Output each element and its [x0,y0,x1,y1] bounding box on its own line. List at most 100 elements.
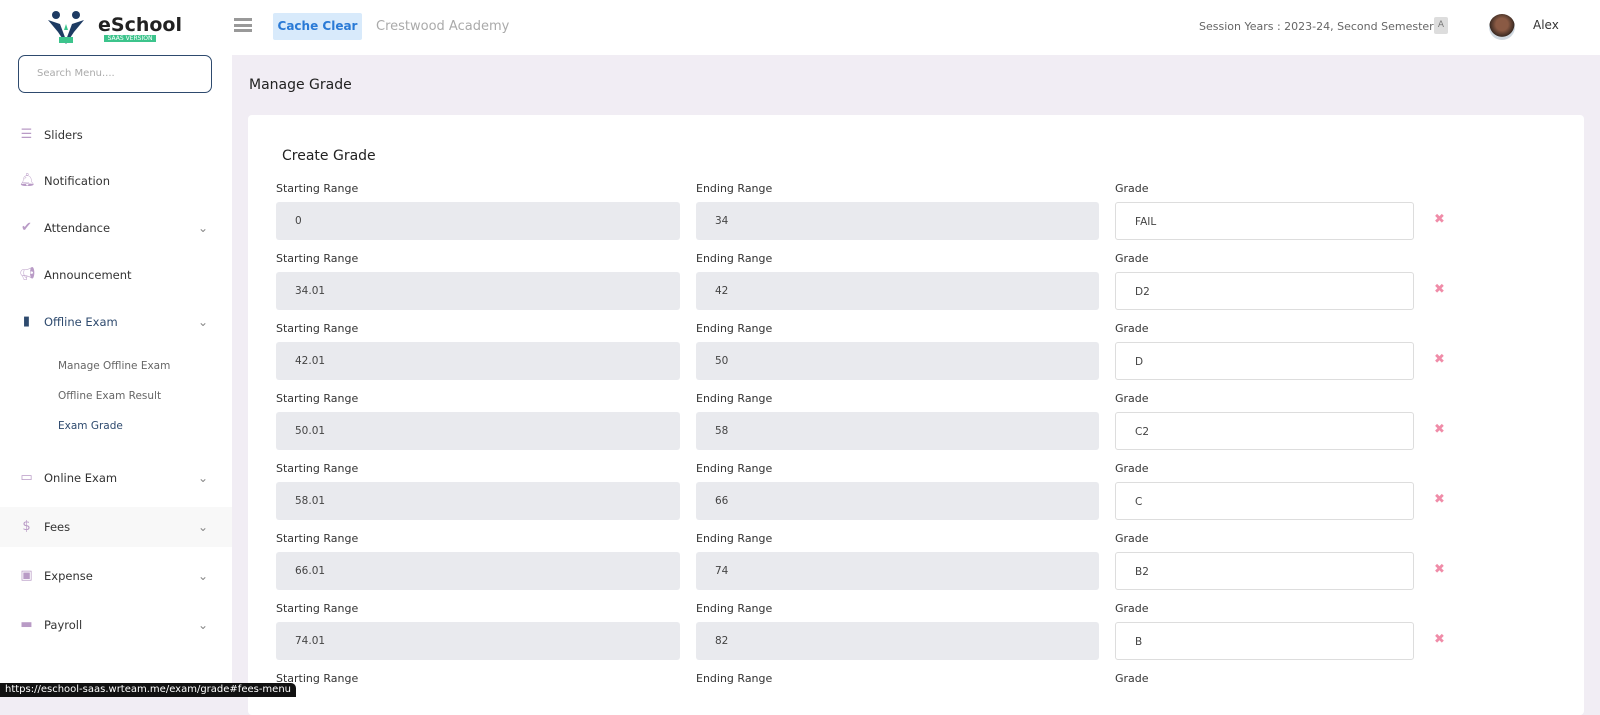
ending-range-input[interactable]: 34 [696,202,1099,240]
grade-label: Grade [1115,532,1149,545]
grade-label: Grade [1115,182,1149,195]
delete-row-icon[interactable]: ✖ [1434,492,1445,507]
sidebar-subitem-manage-offline-exam[interactable]: Manage Offline Exam [58,360,171,372]
starting-range-input[interactable]: 66.01 [276,552,680,590]
card-title: Create Grade [282,148,376,164]
starting-range-input[interactable]: 58.01 [276,482,680,520]
card-icon: ▬ [20,617,33,632]
ending-range-input[interactable]: 50 [696,342,1099,380]
sidebar-subitem-exam-grade[interactable]: Exam Grade [58,420,123,432]
grade-input[interactable]: B2 [1115,552,1414,590]
starting-range-label: Starting Range [276,672,359,685]
sidebar-item-label: Online Exam [44,471,118,485]
chevron-down-icon: ⌄ [198,618,209,632]
brand-tag: SAAS VERSION [104,34,156,42]
delete-row-icon[interactable]: ✖ [1434,422,1445,437]
sidebar-item-expense[interactable]: ▣ Expense ⌄ [0,556,232,596]
ending-range-input[interactable]: 66 [696,482,1099,520]
ending-range-label: Ending Range [696,462,773,475]
sidebar-item-payroll[interactable]: ▬ Payroll ⌄ [0,605,232,645]
grade-input[interactable]: B [1115,622,1414,660]
starting-range-label: Starting Range [276,602,359,615]
ending-range-label: Ending Range [696,252,773,265]
cache-clear-button[interactable]: Cache Clear [273,13,362,40]
delete-row-icon[interactable]: ✖ [1434,212,1445,227]
language-icon[interactable]: A [1434,17,1448,34]
grade-label: Grade [1115,672,1149,685]
chevron-down-icon: ⌄ [198,520,209,534]
starting-range-input[interactable]: 34.01 [276,272,680,310]
page-title: Manage Grade [249,77,352,93]
grade-label: Grade [1115,252,1149,265]
ending-range-input[interactable]: 42 [696,272,1099,310]
starting-range-input[interactable]: 50.01 [276,412,680,450]
dollar-icon: $ [22,519,31,534]
ending-range-label: Ending Range [696,392,773,405]
sidebar-item-label: Announcement [44,268,132,282]
list-icon: ☰ [20,127,33,142]
sidebar-subitem-offline-exam-result[interactable]: Offline Exam Result [58,390,162,402]
sidebar-item-announcement[interactable]: 📢︎ Announcement [0,255,232,295]
grade-input[interactable]: C2 [1115,412,1414,450]
search-menu-input[interactable]: Search Menu.... [18,55,212,93]
starting-range-label: Starting Range [276,392,359,405]
sidebar-item-notification[interactable]: 🔔︎ Notification [0,161,232,201]
ending-range-label: Ending Range [696,602,773,615]
megaphone-icon: 📢︎ [19,267,36,282]
grade-input[interactable]: D2 [1115,272,1414,310]
sidebar-item-label: Sliders [44,128,83,142]
sidebar-item-label: Expense [44,569,93,583]
book-icon: ▮ [22,314,31,329]
create-grade-card: Create Grade Starting Range Ending Range… [248,115,1584,715]
grade-input[interactable]: C [1115,482,1414,520]
session-years: Session Years : 2023-24, Second Semester [1199,20,1434,33]
money-icon: ▣ [20,568,33,583]
ending-range-label: Ending Range [696,182,773,195]
check-icon: ✔ [21,220,32,235]
logo[interactable]: eSchool SAAS VERSION [46,10,182,46]
sidebar-item-sliders[interactable]: ☰ Sliders [0,115,232,155]
grade-input[interactable]: D [1115,342,1414,380]
menu-toggle-icon[interactable] [234,18,252,32]
starting-range-label: Starting Range [276,462,359,475]
sidebar-item-attendance[interactable]: ✔ Attendance ⌄ [0,208,232,248]
ending-range-label: Ending Range [696,322,773,335]
chevron-down-icon: ⌄ [198,471,209,485]
delete-row-icon[interactable]: ✖ [1434,282,1445,297]
sidebar-item-label: Fees [44,520,71,534]
ending-range-input[interactable]: 82 [696,622,1099,660]
sidebar-item-fees[interactable]: $ Fees ⌄ [0,507,232,547]
delete-row-icon[interactable]: ✖ [1434,632,1445,647]
sidebar-item-label: Attendance [44,221,111,235]
brand-name: eSchool [98,13,182,36]
starting-range-input[interactable]: 74.01 [276,622,680,660]
starting-range-input[interactable]: 0 [276,202,680,240]
avatar[interactable] [1489,14,1515,40]
logo-icon [48,11,84,44]
grade-label: Grade [1115,602,1149,615]
sidebar-item-offline-exam[interactable]: ▮ Offline Exam ⌄ [0,302,232,342]
bell-icon: 🔔︎ [19,173,36,188]
starting-range-label: Starting Range [276,252,359,265]
top-bar: eSchool SAAS VERSION Cache Clear Crestwoo… [0,0,1600,55]
delete-row-icon[interactable]: ✖ [1434,352,1445,367]
delete-row-icon[interactable]: ✖ [1434,562,1445,577]
sidebar-item-label: Offline Exam [44,315,118,329]
school-name: Crestwood Academy [376,19,510,34]
grade-label: Grade [1115,462,1149,475]
user-name[interactable]: Alex [1533,18,1559,32]
ending-range-label: Ending Range [696,672,773,685]
chevron-down-icon: ⌄ [198,569,209,583]
sidebar-item-label: Notification [44,174,110,188]
chevron-down-icon: ⌄ [198,221,209,235]
ending-range-input[interactable]: 74 [696,552,1099,590]
ending-range-label: Ending Range [696,532,773,545]
sidebar-item-online-exam[interactable]: ▭ Online Exam ⌄ [0,458,232,498]
status-url: https://eschool-saas.wrteam.me/exam/grad… [0,683,297,697]
grade-input[interactable]: FAIL [1115,202,1414,240]
starting-range-label: Starting Range [276,182,359,195]
ending-range-input[interactable]: 58 [696,412,1099,450]
starting-range-label: Starting Range [276,322,359,335]
starting-range-label: Starting Range [276,532,359,545]
starting-range-input[interactable]: 42.01 [276,342,680,380]
